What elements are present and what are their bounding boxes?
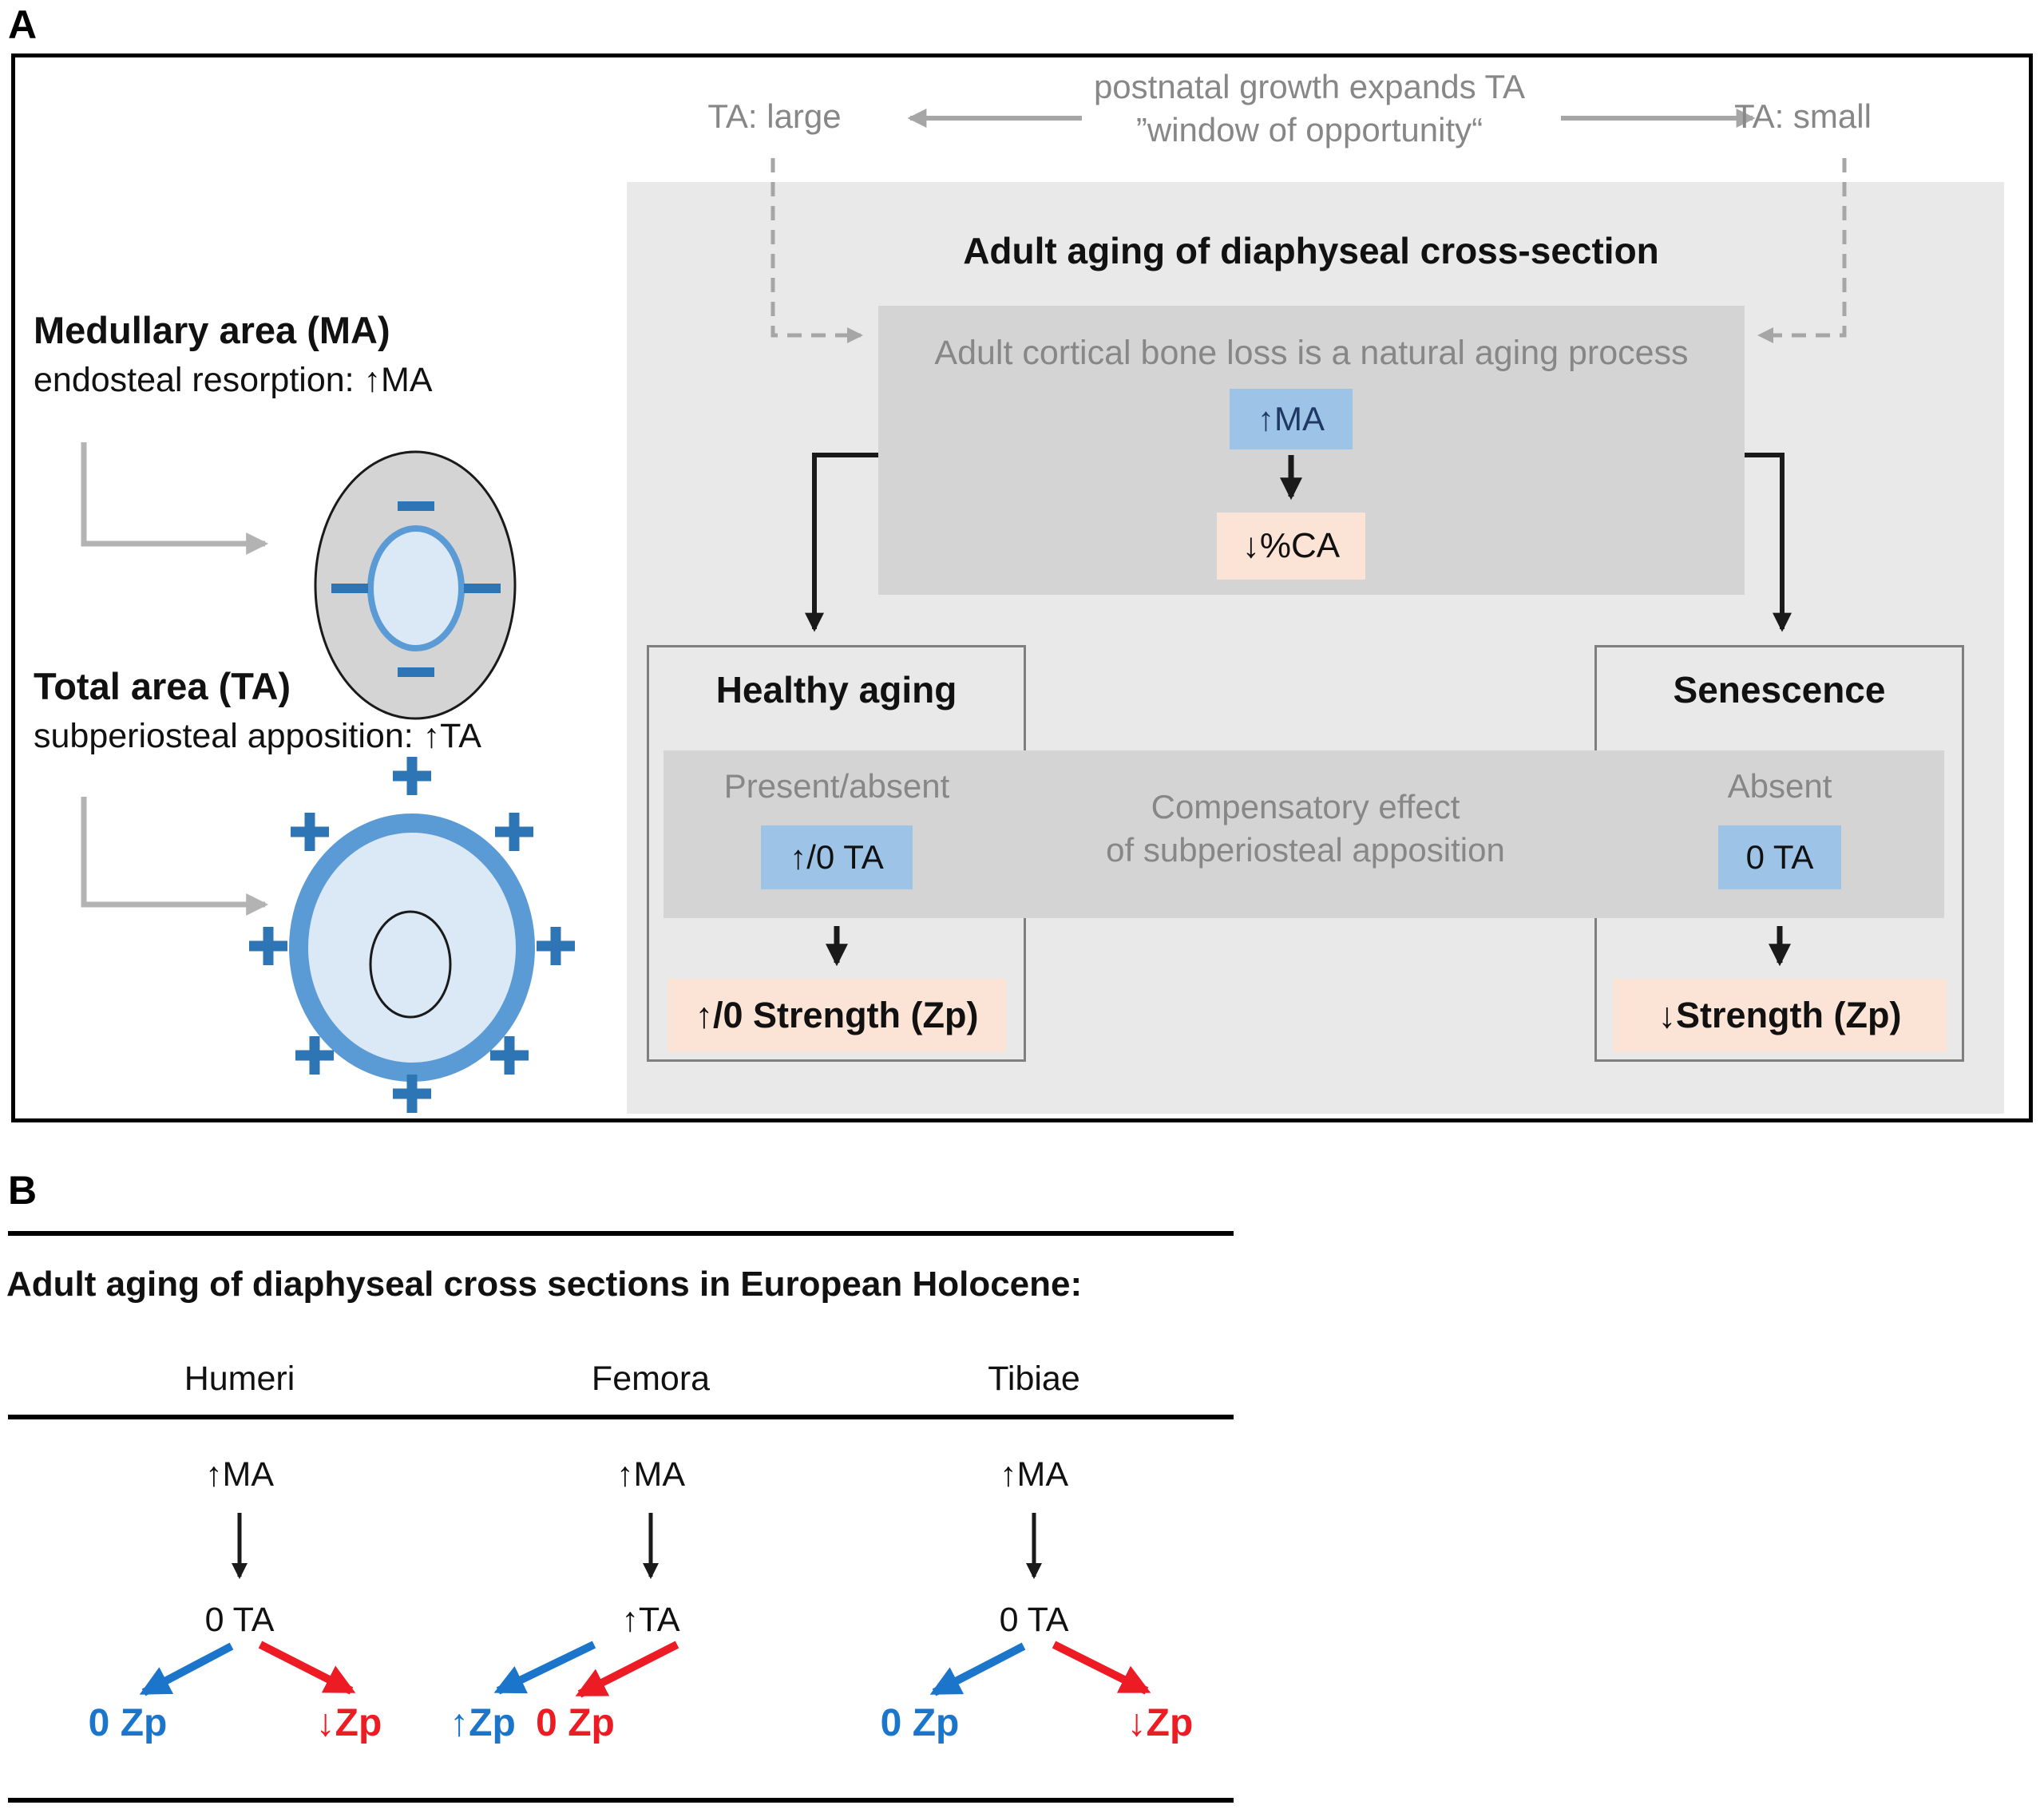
senescence-ta-chip: 0 TA bbox=[1718, 825, 1841, 889]
femora-outcome-red: 0 Zp bbox=[536, 1701, 615, 1744]
panel-a-title: Adult aging of diaphyseal cross-section bbox=[963, 230, 1659, 271]
compensatory-line2: of subperiosteal apposition bbox=[1106, 831, 1505, 869]
panel-a-label: A bbox=[8, 2, 38, 47]
ma-chip: ↑MA bbox=[1230, 389, 1353, 449]
column-header-femora: Femora bbox=[591, 1359, 711, 1398]
healthy-status-label: Present/absent bbox=[723, 767, 950, 805]
cortical-bone-loss-text: Adult cortical bone loss is a natural ag… bbox=[934, 333, 1689, 372]
compensatory-line1: Compensatory effect bbox=[1151, 788, 1460, 825]
femora-ta-label: ↑TA bbox=[621, 1600, 680, 1639]
ma-legend-subheading: endosteal resorption: ↑MA bbox=[34, 361, 433, 399]
humeri-red-outcome-arrow bbox=[258, 1641, 356, 1695]
ma-legend-heading: Medullary area (MA) bbox=[34, 309, 390, 351]
tibiae-outcome-blue: 0 Zp bbox=[880, 1701, 960, 1744]
femora-red-outcome-arrow bbox=[575, 1641, 679, 1698]
humeri-ta-label: 0 TA bbox=[204, 1600, 275, 1639]
femora-outcome-blue: ↑Zp bbox=[450, 1701, 516, 1744]
senescence-title: Senescence bbox=[1673, 669, 1886, 711]
ca-chip: ↓%CA bbox=[1217, 513, 1365, 580]
tibiae-ta-label: 0 TA bbox=[999, 1600, 1069, 1639]
femora-blue-outcome-arrow bbox=[493, 1641, 596, 1695]
healthy-ta-chip: ↑/0 TA bbox=[761, 825, 913, 889]
humeri-blue-outcome-arrow bbox=[139, 1642, 234, 1696]
column-header-tibiae: Tibiae bbox=[988, 1359, 1080, 1398]
ta-legend-subheading: subperiosteal apposition: ↑TA bbox=[34, 717, 481, 755]
ta-legend-heading: Total area (TA) bbox=[34, 665, 291, 707]
ta-small-label: TA: small bbox=[1734, 97, 1872, 135]
panel-b-bottom-rule bbox=[8, 1798, 1234, 1803]
panel-b-top-rule bbox=[8, 1231, 1234, 1236]
panel-b-label: B bbox=[8, 1168, 38, 1213]
humeri-ma-label: ↑MA bbox=[205, 1455, 274, 1494]
ta-large-label: TA: large bbox=[707, 97, 842, 135]
tibiae-blue-outcome-arrow bbox=[929, 1642, 1026, 1696]
postnatal-growth-line1: postnatal growth expands TA bbox=[1093, 68, 1526, 105]
tibiae-outcome-red: ↓Zp bbox=[1127, 1701, 1194, 1744]
compensatory-note: Compensatory effect of subperiosteal app… bbox=[982, 786, 1629, 872]
senescence-status-label: Absent bbox=[1727, 767, 1832, 805]
column-header-humeri: Humeri bbox=[184, 1359, 295, 1398]
tibiae-ma-label: ↑MA bbox=[1000, 1455, 1068, 1494]
senescence-strength-chip: ↓Strength (Zp) bbox=[1613, 979, 1947, 1052]
postnatal-growth-note: postnatal growth expands TA ”window of o… bbox=[990, 65, 1629, 152]
tibiae-red-outcome-arrow bbox=[1052, 1641, 1151, 1695]
panel-b-title: Adult aging of diaphyseal cross sections… bbox=[6, 1265, 1083, 1304]
humeri-outcome-red: ↓Zp bbox=[315, 1701, 382, 1744]
panel-b-header-rule bbox=[8, 1415, 1234, 1419]
healthy-aging-title: Healthy aging bbox=[715, 669, 957, 711]
humeri-outcome-blue: 0 Zp bbox=[88, 1701, 168, 1744]
healthy-strength-chip: ↑/0 Strength (Zp) bbox=[667, 979, 1006, 1052]
postnatal-growth-line2: ”window of opportunity“ bbox=[1135, 111, 1483, 148]
femora-ma-label: ↑MA bbox=[616, 1455, 685, 1494]
